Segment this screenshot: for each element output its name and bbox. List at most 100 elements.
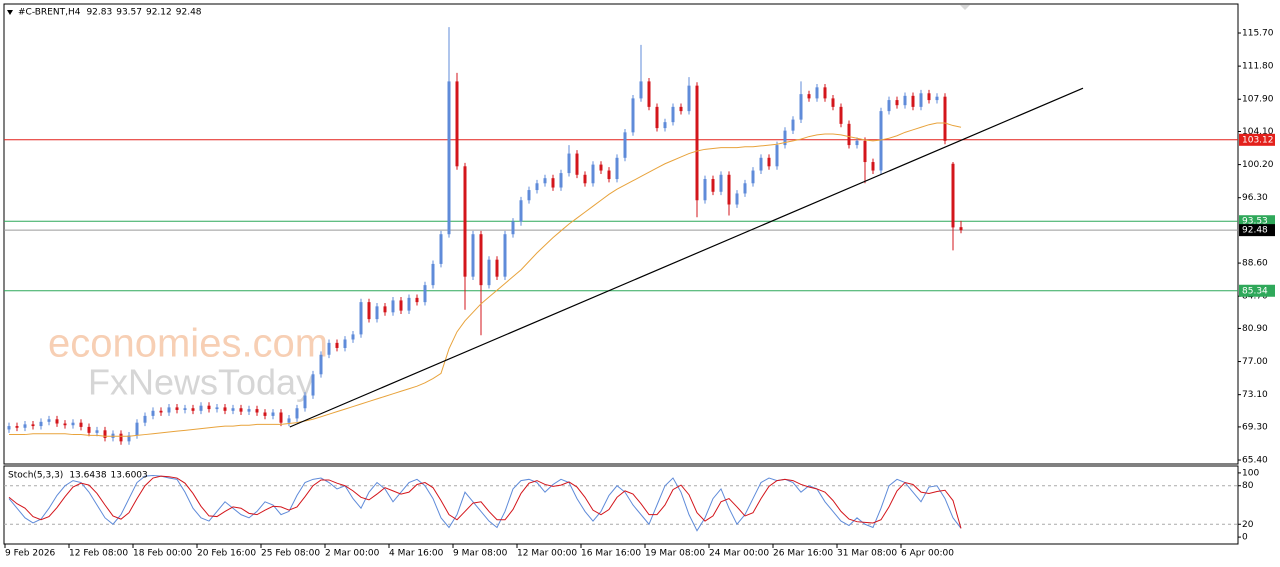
candle-body — [191, 408, 195, 411]
candle-body — [719, 174, 723, 192]
candle-body — [479, 234, 483, 286]
candle-body — [919, 93, 923, 107]
y-tick-label: 104.10 — [1242, 127, 1274, 137]
y-tick-label: 0 — [1242, 533, 1248, 543]
candle-body — [255, 409, 259, 413]
candle-body — [15, 426, 19, 428]
candle-body — [471, 234, 475, 277]
candle-body — [63, 423, 67, 426]
candle-body — [679, 106, 683, 112]
header-value: 92.48 — [176, 8, 202, 18]
indicator-line — [8, 474, 962, 532]
candle-body — [519, 200, 523, 222]
candle-body — [31, 424, 35, 427]
y-tick-label: 100.20 — [1242, 160, 1274, 170]
candle-body — [751, 170, 755, 184]
watermark: FxNewsToday — [88, 362, 314, 403]
y-tick-label: 100 — [1242, 468, 1259, 478]
candle-body — [183, 408, 187, 410]
x-tick-label: 18 Feb 00:00 — [133, 549, 192, 559]
candle-body — [591, 164, 595, 184]
y-tick-label: 69.30 — [1242, 422, 1268, 432]
candle-body — [415, 297, 419, 303]
candle-body — [535, 183, 539, 191]
x-tick-label: 25 Feb 08:00 — [261, 549, 320, 559]
candle-body — [759, 157, 763, 171]
candle-body — [151, 410, 155, 416]
candle-body — [567, 153, 571, 174]
header-value: 92.83 — [86, 8, 112, 18]
x-tick-label: 12 Feb 08:00 — [69, 549, 128, 559]
chart-shift-marker — [960, 5, 970, 10]
candle-body — [487, 259, 491, 286]
candle-body — [767, 157, 771, 167]
candle-body — [335, 342, 339, 348]
candle-body — [263, 412, 267, 416]
candle-body — [87, 426, 91, 433]
x-tick-label: 12 Mar 00:00 — [517, 549, 577, 559]
candle-body — [167, 407, 171, 413]
level-label-box — [1239, 133, 1275, 146]
candle-body — [455, 81, 459, 167]
candle-body — [23, 424, 27, 428]
candle-body — [863, 140, 867, 163]
candle-body — [271, 412, 275, 416]
candle-body — [631, 98, 635, 133]
candle-body — [399, 300, 403, 311]
x-tick-label: 26 Mar 16:00 — [773, 549, 833, 559]
level-label: 93.53 — [1242, 217, 1268, 227]
level-label: 92.48 — [1242, 226, 1268, 236]
candle-body — [319, 354, 323, 375]
candle-body — [247, 409, 251, 412]
candle-body — [839, 106, 843, 124]
candle-body — [671, 106, 675, 123]
x-tick-label: 4 Mar 16:00 — [389, 549, 444, 559]
candle-body — [343, 339, 347, 348]
candle-body — [47, 419, 51, 422]
candle-body — [159, 410, 163, 413]
plot-frame — [3, 3, 1239, 465]
candle-body — [943, 96, 947, 141]
candle-body — [695, 85, 699, 201]
candle-body — [647, 81, 651, 107]
candle-body — [199, 405, 203, 411]
candle-body — [607, 170, 611, 180]
level-label-box — [1239, 284, 1275, 297]
candle-body — [687, 85, 691, 112]
candle-body — [911, 95, 915, 107]
candle-body — [391, 300, 395, 313]
y-tick-label: 20 — [1242, 520, 1254, 530]
candle-body — [175, 407, 179, 410]
candle-body — [855, 140, 859, 146]
chart-title: #C-BRENT,H4 — [18, 8, 81, 18]
candle-body — [463, 166, 467, 277]
header-value: 13.6438 — [69, 471, 106, 481]
y-tick-label: 77.00 — [1242, 357, 1268, 367]
y-tick-label: 115.70 — [1242, 29, 1274, 39]
x-tick-label: 9 Mar 08:00 — [453, 549, 508, 559]
candle-body — [407, 297, 411, 311]
candle-body — [823, 87, 827, 99]
x-tick-label: 2 Mar 00:00 — [325, 549, 380, 559]
candle-body — [215, 407, 219, 410]
y-tick-label: 73.10 — [1242, 390, 1268, 400]
level-label: 85.34 — [1242, 286, 1268, 296]
candle-body — [791, 119, 795, 131]
candle-body — [95, 430, 99, 433]
candle-body — [727, 174, 731, 205]
candle-body — [815, 87, 819, 99]
candle-body — [207, 405, 211, 410]
candle-body — [511, 221, 515, 235]
candle-body — [543, 178, 547, 184]
candle-body — [959, 227, 963, 231]
candle-body — [655, 106, 659, 129]
candle-body — [887, 100, 891, 112]
candle-body — [871, 162, 875, 171]
level-label: 103.12 — [1242, 135, 1274, 145]
candle-body — [39, 421, 43, 427]
candle-body — [359, 302, 363, 335]
candle-body — [287, 418, 291, 423]
menu-arrow — [7, 10, 13, 15]
y-tick-label: 107.90 — [1242, 95, 1274, 105]
